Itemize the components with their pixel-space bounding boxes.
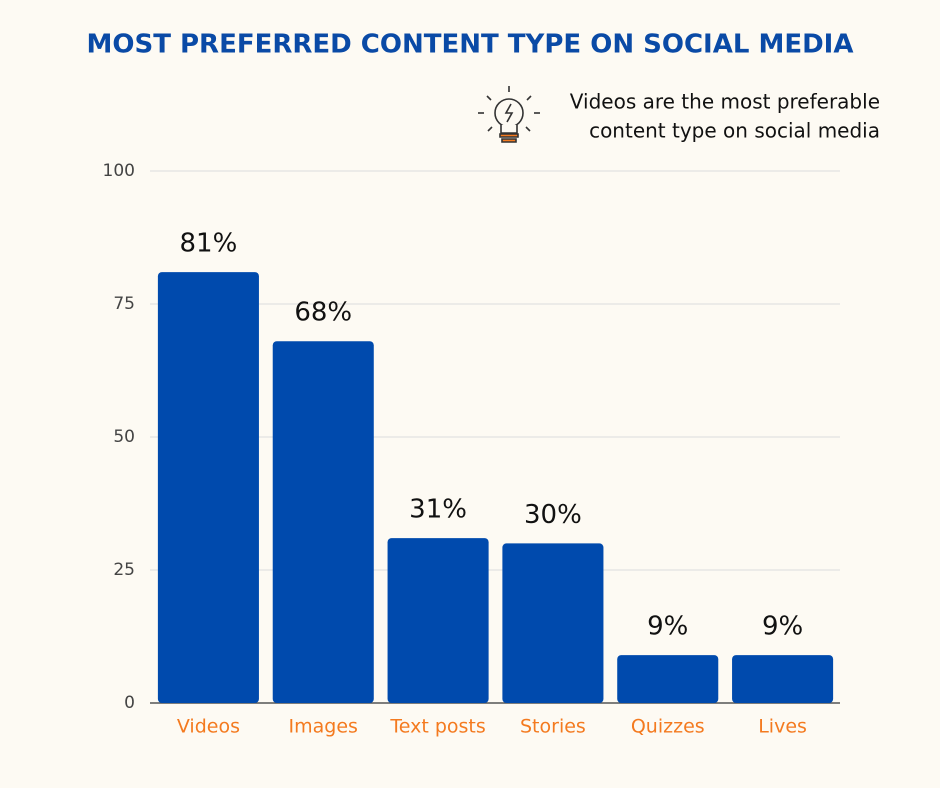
x-tick-label: Lives xyxy=(758,716,807,738)
y-tick-label: 50 xyxy=(113,427,135,447)
bar xyxy=(387,538,489,703)
x-tick-label: Images xyxy=(289,716,358,738)
bar xyxy=(272,341,374,703)
y-tick-label: 25 xyxy=(113,560,135,580)
value-label: 68% xyxy=(294,298,352,328)
value-label: 9% xyxy=(762,612,803,642)
value-label: 30% xyxy=(524,500,582,530)
chart-title: MOST PREFERRED CONTENT TYPE ON SOCIAL ME… xyxy=(87,30,854,60)
value-label: 81% xyxy=(180,229,238,259)
bar xyxy=(617,655,719,703)
value-label: 9% xyxy=(647,612,688,642)
x-tick-label: Text posts xyxy=(389,716,485,738)
x-tick-label: Videos xyxy=(177,716,240,738)
x-tick-label: Quizzes xyxy=(631,716,705,738)
bar xyxy=(732,655,834,703)
y-tick-label: 0 xyxy=(124,693,135,713)
y-tick-label: 75 xyxy=(113,294,135,314)
x-tick-label: Stories xyxy=(520,716,586,738)
value-label: 31% xyxy=(409,495,467,525)
annotation: content type on social media xyxy=(589,119,880,143)
annotation: Videos are the most preferable xyxy=(570,90,880,114)
bar xyxy=(157,272,259,703)
lightbulb-icon xyxy=(478,86,540,143)
bar xyxy=(502,543,604,703)
y-tick-label: 100 xyxy=(103,161,135,181)
